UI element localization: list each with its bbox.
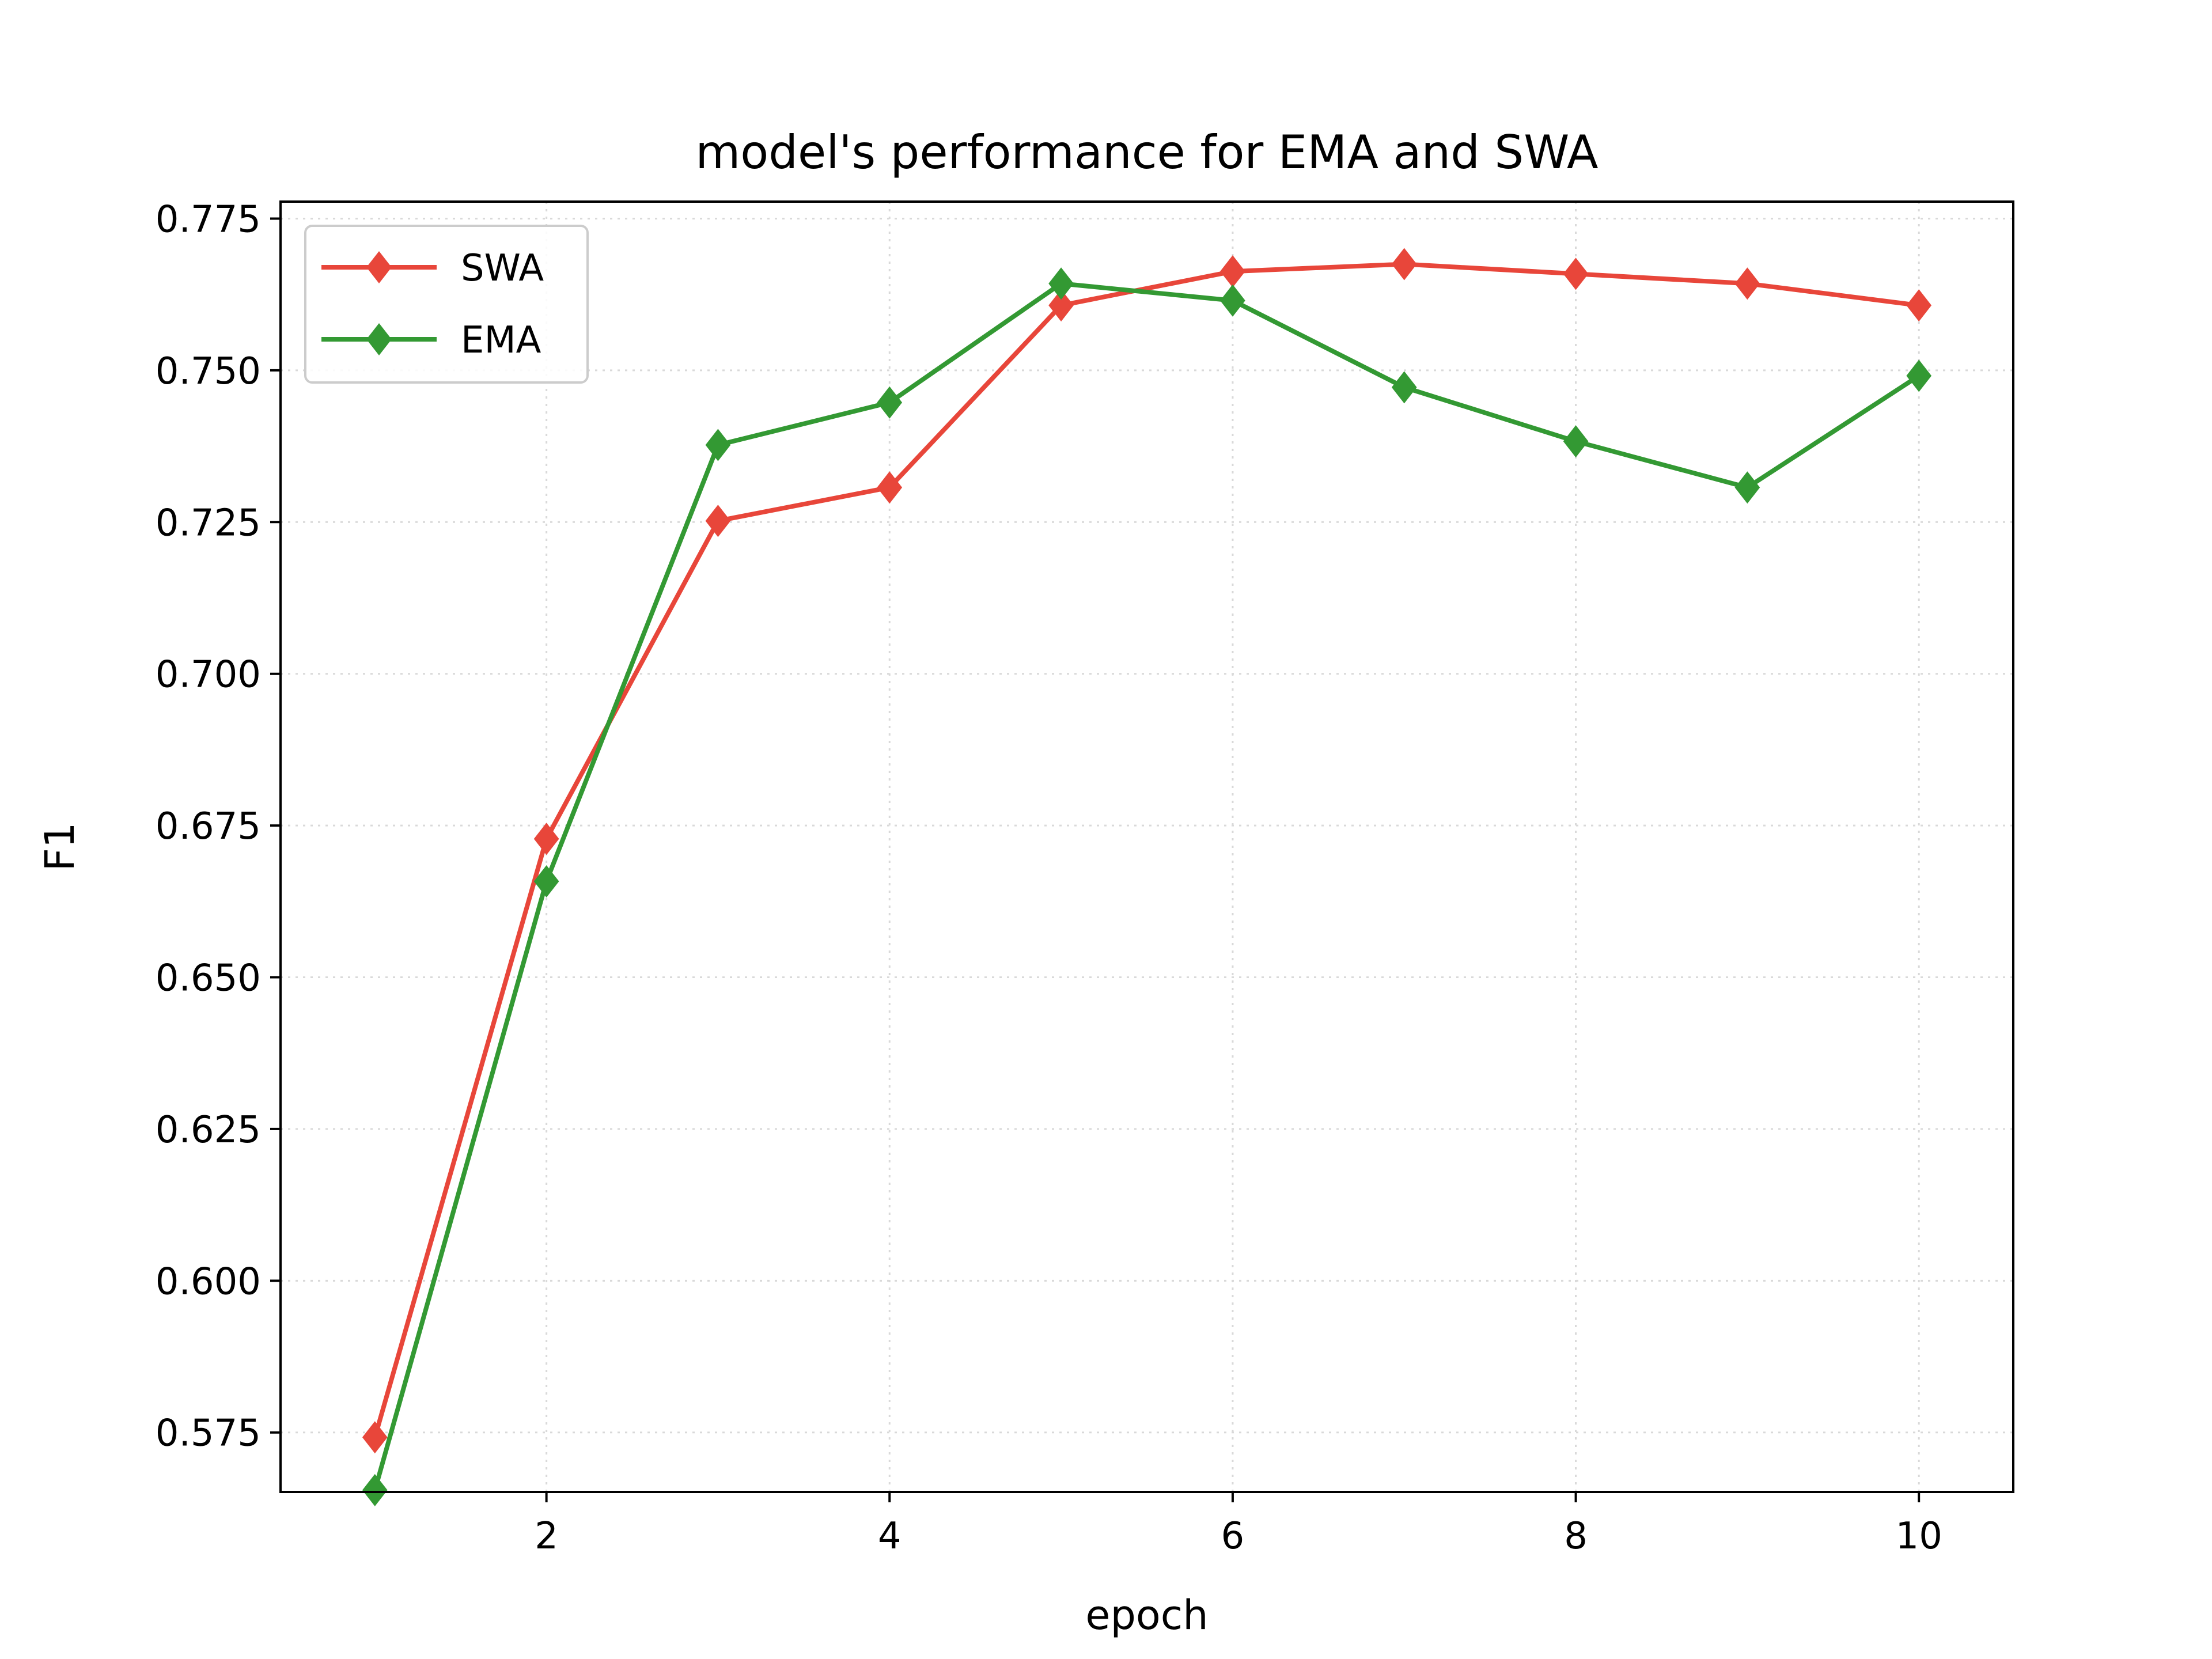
data-point-swa xyxy=(1048,289,1074,322)
legend-marker-ema xyxy=(366,323,392,355)
data-point-ema xyxy=(1391,371,1417,404)
y-tick-label: 0.725 xyxy=(156,502,261,544)
data-point-ema xyxy=(362,1474,388,1506)
data-point-ema xyxy=(877,386,903,419)
data-point-swa xyxy=(362,1421,388,1454)
x-tick-label: 10 xyxy=(1895,1515,1942,1558)
y-tick-label: 0.775 xyxy=(156,199,261,241)
chart-title: model's performance for EMA and SWA xyxy=(695,126,1599,179)
plot-area xyxy=(281,202,2013,1492)
y-tick-label: 0.750 xyxy=(156,350,261,393)
data-point-ema xyxy=(1563,425,1589,458)
data-point-ema xyxy=(1048,267,1074,300)
legend-marker-swa xyxy=(366,251,392,283)
data-point-ema xyxy=(533,865,559,898)
plot-frame xyxy=(279,200,2014,1493)
x-tick-label: 2 xyxy=(535,1515,558,1558)
x-tick-label: 4 xyxy=(878,1515,902,1558)
legend-label-ema: EMA xyxy=(461,319,541,362)
data-point-ema xyxy=(1734,471,1760,504)
x-tick-label: 6 xyxy=(1221,1515,1245,1558)
y-tick-label: 0.650 xyxy=(156,957,261,1000)
y-tick-label: 0.575 xyxy=(156,1412,261,1455)
data-point-swa xyxy=(1563,257,1589,290)
y-tick-label: 0.625 xyxy=(156,1109,261,1152)
data-point-swa xyxy=(533,823,559,855)
y-tick-label: 0.600 xyxy=(156,1260,261,1303)
data-point-ema xyxy=(1906,359,1932,392)
axis-ticks: 2 4 6 8 10 0.575 0.600 0.625 0.650 0.675 0.700 0.72… xyxy=(156,199,1942,1558)
legend-label-swa: SWA xyxy=(461,247,544,290)
series-layer xyxy=(362,248,1932,1506)
data-point-swa xyxy=(1220,255,1245,288)
data-point-swa xyxy=(1734,267,1760,300)
x-tick-label: 8 xyxy=(1564,1515,1588,1558)
series-line-ema xyxy=(372,281,1921,1491)
x-axis-label: epoch xyxy=(1085,1592,1208,1639)
data-point-ema xyxy=(1220,284,1245,317)
y-tick-label: 0.675 xyxy=(156,805,261,848)
legend-box xyxy=(304,225,589,384)
data-point-swa xyxy=(705,505,731,537)
data-point-swa xyxy=(1906,289,1932,322)
data-point-swa xyxy=(877,471,903,504)
data-point-swa xyxy=(1391,248,1417,281)
y-tick-label: 0.700 xyxy=(156,654,261,696)
series-line-swa xyxy=(372,262,1919,1438)
legend: SWA EMA xyxy=(304,225,589,384)
data-point-ema xyxy=(705,429,731,461)
y-axis-label: F1 xyxy=(36,823,84,872)
